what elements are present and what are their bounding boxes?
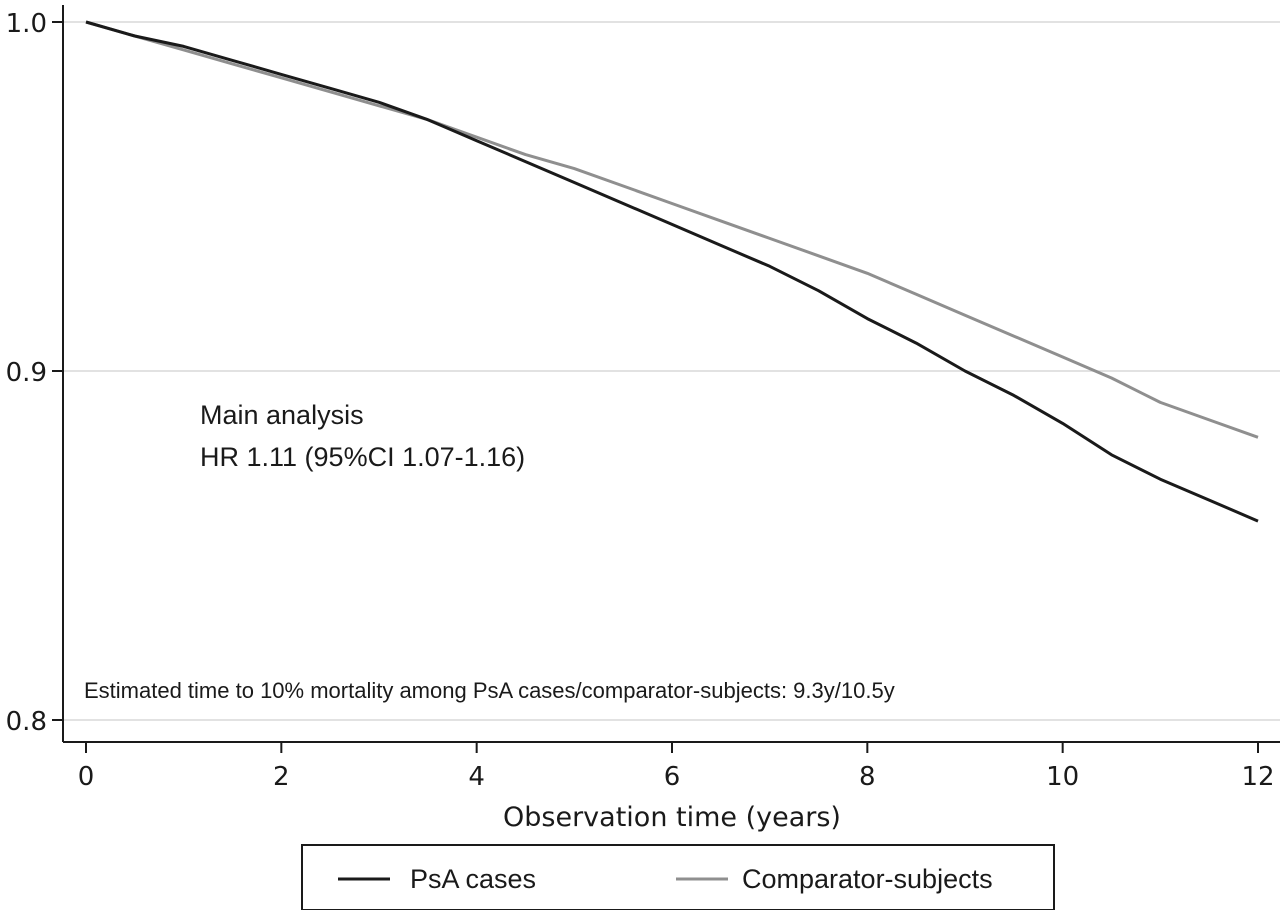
x-tick-label: 6 <box>664 762 681 792</box>
series-lines <box>85 20 1259 523</box>
y-tick-label: 0.8 <box>6 707 47 737</box>
legend: PsA cases Comparator-subjects <box>301 844 1055 910</box>
x-tick-label: 4 <box>468 762 485 792</box>
series-line-psa-cases <box>85 20 1259 523</box>
y-tick-label: 1.0 <box>6 9 47 39</box>
x-tick-label: 12 <box>1241 762 1274 792</box>
annotation-mortality-note: Estimated time to 10% mortality among Ps… <box>84 678 895 703</box>
x-tick-label: 10 <box>1046 762 1079 792</box>
x-tick-label: 0 <box>78 762 95 792</box>
x-ticks: 0 2 4 6 8 10 12 <box>78 742 1275 792</box>
annotation-main-analysis: Main analysis <box>200 400 364 430</box>
series-line-comparator-subjects <box>85 20 1259 439</box>
legend-label-psa-cases: PsA cases <box>410 864 536 894</box>
y-ticks: 0.8 0.9 1.0 <box>6 9 63 737</box>
x-tick-label: 8 <box>859 762 876 792</box>
x-tick-label: 2 <box>273 762 290 792</box>
y-tick-label: 0.9 <box>6 358 47 388</box>
annotation-hazard-ratio: HR 1.11 (95%CI 1.07-1.16) <box>200 442 525 472</box>
legend-label-comparator-subjects: Comparator-subjects <box>742 864 993 894</box>
grid-lines <box>64 21 1280 721</box>
x-axis-title: Observation time (years) <box>503 802 841 833</box>
